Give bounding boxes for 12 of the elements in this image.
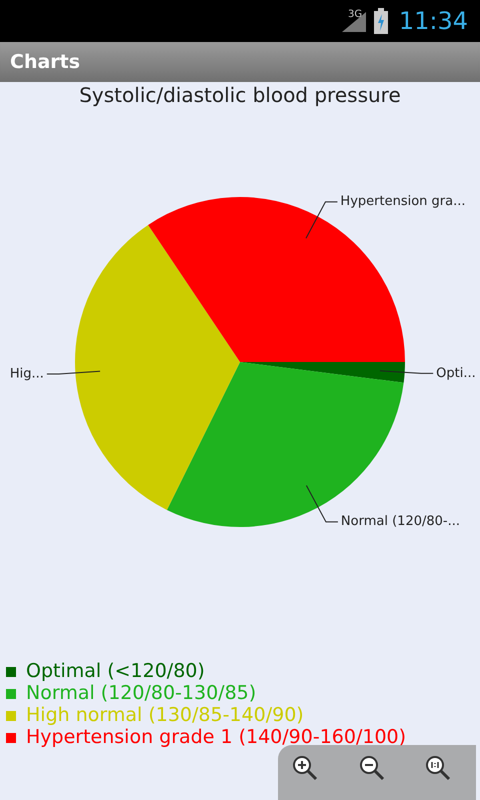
legend-label: Hypertension grade 1 (140/90-160/100) (25, 726, 406, 748)
legend-label: High normal (130/85-140/90) (25, 704, 304, 726)
legend-label: Optimal (<120/80) (25, 660, 205, 682)
chart-title: Systolic/diastolic blood pressure (78, 82, 402, 108)
text: 11:34 (398, 7, 468, 35)
data-label: Opti... (436, 366, 476, 381)
text: 3G (348, 9, 362, 20)
text: Charts (0, 42, 480, 82)
data-label: Hig... (10, 366, 44, 382)
data-label: Hypertension gra... (340, 194, 466, 210)
data-label: Normal (120/80-... (340, 514, 460, 530)
legend-label: Normal (120/80-130/85) (25, 682, 256, 704)
